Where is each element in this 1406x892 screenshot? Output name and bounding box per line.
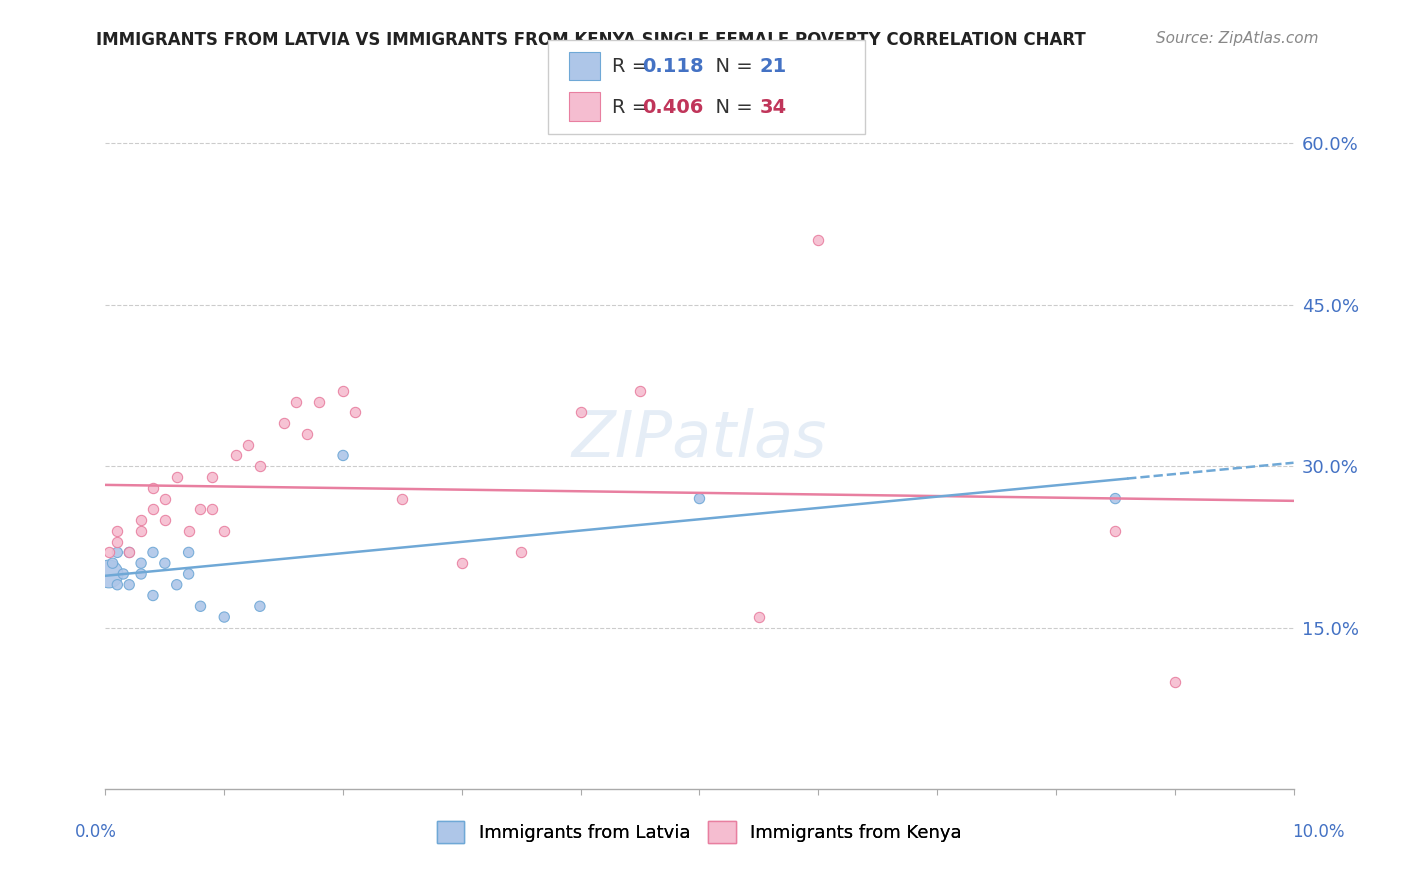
Point <box>201 470 224 484</box>
Text: 34: 34 <box>759 98 786 117</box>
Point <box>177 566 200 581</box>
Point <box>105 578 128 592</box>
Point <box>249 599 271 614</box>
Point <box>105 545 128 559</box>
Point <box>214 610 236 624</box>
Point <box>569 405 592 419</box>
Text: N =: N = <box>703 98 759 117</box>
Point <box>450 556 472 570</box>
Point <box>689 491 711 506</box>
Text: Source: ZipAtlas.com: Source: ZipAtlas.com <box>1156 31 1319 46</box>
Point <box>101 556 124 570</box>
Point <box>142 589 165 603</box>
Point <box>118 578 141 592</box>
Point <box>118 545 141 559</box>
Point <box>249 459 271 474</box>
Point <box>214 524 236 538</box>
Text: 0.118: 0.118 <box>643 57 704 76</box>
Point <box>628 384 651 398</box>
Point <box>1104 491 1126 506</box>
Point <box>236 438 259 452</box>
Point <box>129 556 152 570</box>
Point <box>391 491 413 506</box>
Point <box>510 545 533 559</box>
Point <box>807 233 830 247</box>
Point <box>177 524 200 538</box>
Text: 0.406: 0.406 <box>643 98 704 117</box>
Point <box>105 534 128 549</box>
Text: N =: N = <box>703 57 759 76</box>
Point <box>190 599 212 614</box>
Point <box>166 578 188 592</box>
Point <box>343 405 366 419</box>
Point <box>142 545 165 559</box>
Point <box>142 502 165 516</box>
Point <box>98 566 121 581</box>
Point <box>153 556 176 570</box>
Point <box>332 449 354 463</box>
Point <box>297 426 319 441</box>
Legend: Immigrants from Latvia, Immigrants from Kenya: Immigrants from Latvia, Immigrants from … <box>430 814 969 850</box>
Point <box>129 566 152 581</box>
Point <box>118 545 141 559</box>
Point <box>153 513 176 527</box>
Point <box>308 394 330 409</box>
Text: 0.0%: 0.0% <box>75 823 117 841</box>
Point <box>1164 674 1187 689</box>
Text: 21: 21 <box>759 57 786 76</box>
Point <box>190 502 212 516</box>
Text: R =: R = <box>612 98 654 117</box>
Point <box>129 513 152 527</box>
Point <box>153 491 176 506</box>
Point <box>201 502 224 516</box>
Point <box>748 610 770 624</box>
Point <box>284 394 307 409</box>
Text: 10.0%: 10.0% <box>1292 823 1346 841</box>
Point <box>142 481 165 495</box>
Point <box>177 545 200 559</box>
Text: ZIPatlas: ZIPatlas <box>572 409 827 470</box>
Point <box>1104 524 1126 538</box>
Point <box>105 524 128 538</box>
Point <box>112 566 135 581</box>
Text: R =: R = <box>612 57 654 76</box>
Point <box>166 470 188 484</box>
Point <box>129 524 152 538</box>
Text: IMMIGRANTS FROM LATVIA VS IMMIGRANTS FROM KENYA SINGLE FEMALE POVERTY CORRELATIO: IMMIGRANTS FROM LATVIA VS IMMIGRANTS FRO… <box>96 31 1085 49</box>
Point <box>273 416 295 430</box>
Point <box>332 384 354 398</box>
Point <box>98 545 121 559</box>
Point <box>225 449 247 463</box>
